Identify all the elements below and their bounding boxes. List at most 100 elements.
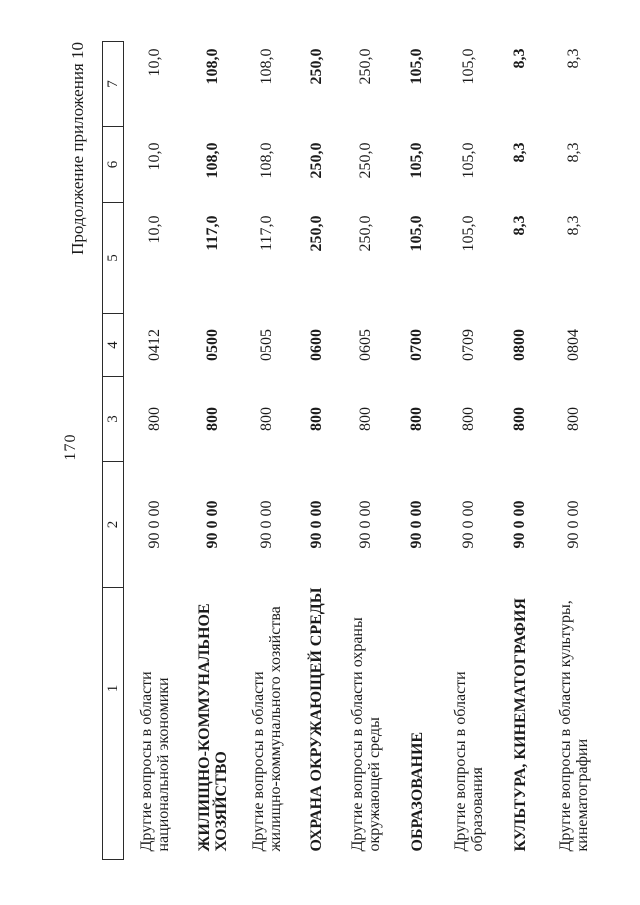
table-row: ОХРАНА ОКРУЖАЮЩЕЙ СРЕДЫ 90 0 00 800 0600… bbox=[293, 42, 341, 860]
cell-target-code: 90 0 00 bbox=[511, 500, 528, 549]
name-line: жилищно-коммунального хозяйства bbox=[266, 606, 284, 852]
name-line: ОБРАЗОВАНИЕ bbox=[408, 731, 426, 852]
cell-expense-type: 800 bbox=[511, 407, 528, 431]
cell-name: ОХРАНА ОКРУЖАЮЩЕЙ СРЕДЫ bbox=[293, 588, 341, 860]
cell-name: Другие вопросы в области жилищно-коммунал… bbox=[241, 588, 293, 860]
cell-target-code: 90 0 00 bbox=[459, 500, 477, 549]
cell-expense-type: 800 bbox=[204, 407, 221, 431]
cell-expense-type: 800 bbox=[408, 407, 425, 431]
table-row: Другие вопросы в области культуры, кинема… bbox=[546, 42, 602, 860]
cell-name: ОБРАЗОВАНИЕ bbox=[392, 588, 443, 860]
cell-amount-year3: 250,0 bbox=[307, 48, 325, 85]
cell-amount-year2: 250,0 bbox=[307, 142, 325, 179]
cell-amount-year2: 105,0 bbox=[408, 142, 425, 179]
name-line: национальной экономики bbox=[154, 677, 172, 852]
budget-table: 1 2 3 4 5 6 7 Другие вопросы в области на… bbox=[102, 41, 602, 860]
name-line: Другие вопросы в области культуры, bbox=[556, 600, 574, 852]
cell-amount-year3: 105,0 bbox=[408, 48, 425, 85]
cell-amount-year3: 108,0 bbox=[257, 48, 275, 85]
cell-amount-year3: 108,0 bbox=[204, 48, 221, 85]
cell-amount-year2: 8,3 bbox=[511, 142, 528, 163]
cell-amount-year2: 250,0 bbox=[357, 142, 374, 179]
cell-amount-year2: 105,0 bbox=[459, 142, 477, 179]
name-line: Другие вопросы в области bbox=[137, 671, 155, 852]
cell-target-code: 90 0 00 bbox=[145, 500, 163, 549]
cell-amount-year1: 10,0 bbox=[145, 215, 163, 244]
cell-section-code: 0605 bbox=[357, 329, 374, 361]
column-number-4: 4 bbox=[102, 313, 124, 377]
cell-section-code: 0804 bbox=[564, 329, 582, 361]
cell-section-code: 0505 bbox=[257, 329, 275, 361]
cell-expense-type: 800 bbox=[564, 407, 582, 431]
cell-name: КУЛЬТУРА, КИНЕМАТОГРАФИЯ bbox=[495, 588, 546, 860]
cell-target-code: 90 0 00 bbox=[357, 500, 374, 549]
name-line: окружающей среды bbox=[366, 717, 383, 852]
cell-section-code: 0600 bbox=[307, 329, 325, 361]
cell-amount-year1: 105,0 bbox=[408, 215, 425, 252]
cell-amount-year2: 108,0 bbox=[204, 142, 221, 179]
name-line: КУЛЬТУРА, КИНЕМАТОГРАФИЯ bbox=[511, 598, 529, 852]
cell-expense-type: 800 bbox=[257, 407, 275, 431]
table-row: Другие вопросы в области образования 90 0… bbox=[443, 42, 495, 860]
cell-amount-year1: 250,0 bbox=[357, 215, 374, 252]
appendix-continuation-note: Продолжение приложения 10 bbox=[68, 42, 87, 255]
cell-section-code: 0412 bbox=[145, 329, 163, 361]
cell-amount-year1: 250,0 bbox=[307, 215, 325, 252]
name-line: ХОЗЯЙСТВО bbox=[213, 751, 230, 852]
column-number-row: 1 2 3 4 5 6 7 bbox=[102, 41, 124, 860]
cell-target-code: 90 0 00 bbox=[204, 500, 221, 549]
table-row: Другие вопросы в области охраны окружающе… bbox=[341, 42, 392, 860]
cell-amount-year1: 117,0 bbox=[257, 215, 275, 251]
cell-target-code: 90 0 00 bbox=[307, 500, 325, 549]
table-row: ОБРАЗОВАНИЕ 90 0 00 800 0700 105,0 105,0… bbox=[392, 42, 443, 860]
table-row: ЖИЛИЩНО-КОММУНАЛЬНОЕ ХОЗЯЙСТВО 90 0 00 80… bbox=[186, 42, 241, 860]
cell-amount-year2: 10,0 bbox=[145, 142, 163, 171]
cell-amount-year2: 8,3 bbox=[564, 142, 582, 163]
cell-section-code: 0800 bbox=[511, 329, 528, 361]
cell-amount-year3: 250,0 bbox=[357, 48, 374, 85]
cell-amount-year1: 8,3 bbox=[511, 215, 528, 236]
cell-amount-year3: 8,3 bbox=[511, 48, 528, 69]
cell-target-code: 90 0 00 bbox=[408, 500, 425, 549]
cell-expense-type: 800 bbox=[459, 407, 477, 431]
cell-name: ЖИЛИЩНО-КОММУНАЛЬНОЕ ХОЗЯЙСТВО bbox=[186, 588, 241, 860]
cell-amount-year1: 8,3 bbox=[564, 215, 582, 236]
name-line: Другие вопросы в области bbox=[451, 671, 469, 852]
cell-name: Другие вопросы в области национальной эко… bbox=[124, 588, 186, 860]
name-line: ОХРАНА ОКРУЖАЮЩЕЙ СРЕДЫ bbox=[308, 587, 325, 852]
cell-name: Другие вопросы в области охраны окружающе… bbox=[341, 588, 392, 860]
cell-amount-year3: 8,3 bbox=[564, 48, 582, 69]
cell-section-code: 0709 bbox=[459, 329, 477, 361]
column-number-7: 7 bbox=[102, 41, 124, 127]
cell-amount-year3: 10,0 bbox=[145, 48, 163, 77]
cell-section-code: 0500 bbox=[204, 329, 221, 361]
cell-amount-year3: 105,0 bbox=[459, 48, 477, 85]
cell-expense-type: 800 bbox=[145, 407, 163, 431]
cell-expense-type: 800 bbox=[307, 407, 325, 431]
cell-section-code: 0700 bbox=[408, 329, 425, 361]
column-number-1: 1 bbox=[102, 587, 124, 860]
column-number-6: 6 bbox=[102, 126, 124, 203]
table-row: Другие вопросы в области жилищно-коммунал… bbox=[241, 42, 293, 860]
column-number-2: 2 bbox=[102, 461, 124, 588]
name-line: кинематографии bbox=[573, 738, 591, 852]
table-row: Другие вопросы в области национальной эко… bbox=[124, 42, 186, 860]
name-line: образования bbox=[468, 767, 486, 852]
cell-amount-year1: 117,0 bbox=[204, 215, 221, 251]
name-line: Другие вопросы в области охраны bbox=[349, 617, 366, 852]
name-line: Другие вопросы в области bbox=[249, 671, 267, 852]
table-row: КУЛЬТУРА, КИНЕМАТОГРАФИЯ 90 0 00 800 080… bbox=[495, 42, 546, 860]
column-number-3: 3 bbox=[102, 376, 124, 462]
cell-target-code: 90 0 00 bbox=[564, 500, 582, 549]
column-number-5: 5 bbox=[102, 202, 124, 314]
cell-amount-year2: 108,0 bbox=[257, 142, 275, 179]
cell-name: Другие вопросы в области культуры, кинема… bbox=[546, 588, 602, 860]
name-line: ЖИЛИЩНО-КОММУНАЛЬНОЕ bbox=[196, 603, 213, 852]
cell-expense-type: 800 bbox=[357, 407, 374, 431]
cell-name: Другие вопросы в области образования bbox=[443, 588, 495, 860]
page-number: 170 bbox=[62, 433, 79, 461]
cell-target-code: 90 0 00 bbox=[257, 500, 275, 549]
cell-amount-year1: 105,0 bbox=[459, 215, 477, 252]
